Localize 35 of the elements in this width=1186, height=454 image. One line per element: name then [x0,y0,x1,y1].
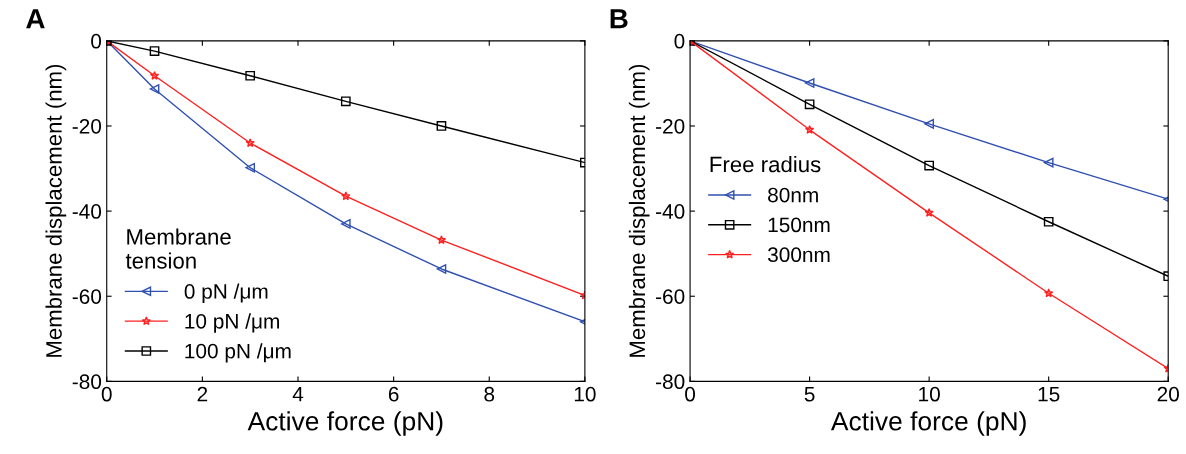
x-tick-label: 15 [1038,386,1060,402]
x-tick-label: 2 [197,386,208,402]
y-tick-label: -20 [656,118,685,134]
legend-label: 80nm [768,187,818,203]
text: A [26,9,45,29]
y-tick-label: -60 [72,289,102,304]
y-tick-label: -40 [656,204,685,219]
y-axis-title: Membrane displacement (nm) [628,64,650,357]
x-tick-label: 6 [388,386,399,402]
y-tick-label: -20 [72,118,102,134]
y-tick-label: -80 [656,374,685,390]
legend-label: 300nm [767,247,830,263]
legend-label: 0 pN /μm [184,283,268,303]
x-tick-label: 8 [484,386,495,402]
y-axis-title: Membrane displacement (nm) [45,64,67,357]
x-tick-label: 4 [292,386,304,402]
x-tick-label: 10 [574,386,596,402]
x-axis-title: Active force (pN) [247,411,443,436]
legend-label: 100 pN /μm [185,343,291,363]
y-tick-label: -60 [656,289,685,304]
legend-label: 10 pN /μm [185,313,279,333]
legend-title: Membrane tension [125,228,231,269]
legend-title: Free radius [710,156,821,173]
text: B [610,9,628,29]
x-axis-title: Active force (pN) [830,411,1026,436]
x-tick-label: 20 [1157,386,1179,402]
y-tick-label: -40 [72,204,102,219]
legend-label: 150nm [768,217,830,233]
x-tick-label: 5 [804,386,815,402]
y-tick-label: 0 [91,33,102,49]
x-tick-label: 0 [685,386,696,402]
x-tick-label: 10 [919,386,940,402]
y-tick-label: -80 [72,374,102,390]
y-tick-label: 0 [674,33,685,49]
x-tick-label: 0 [101,386,112,402]
